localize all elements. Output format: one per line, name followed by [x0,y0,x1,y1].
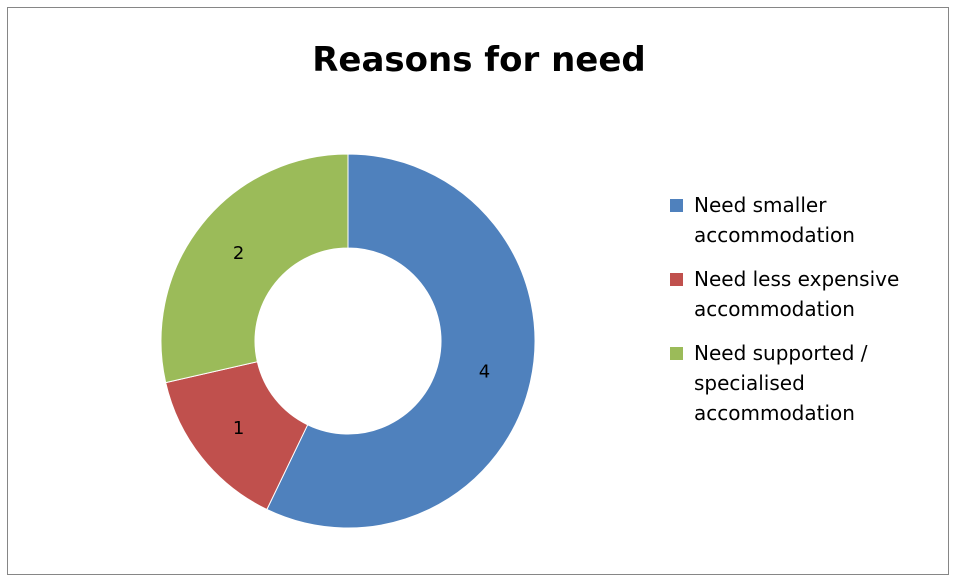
legend-label-2: Need less expensive accommodation [694,264,950,324]
legend-label-3: Need supported / specialised accommodati… [694,338,950,428]
legend-swatch-2 [670,273,683,286]
data-label-3: 2 [233,243,244,264]
legend-item-1: Need smaller accommodation [670,190,950,250]
legend-item-3: Need supported / specialised accommodati… [670,338,950,428]
legend-item-2: Need less expensive accommodation [670,264,950,324]
legend-label-1: Need smaller accommodation [694,190,950,250]
legend-swatch-1 [670,199,683,212]
data-label-1: 4 [479,362,490,383]
legend: Need smaller accommodation Need less expe… [670,190,950,442]
data-label-2: 1 [233,418,244,439]
donut-slice-3 [161,154,348,383]
legend-swatch-3 [670,347,683,360]
